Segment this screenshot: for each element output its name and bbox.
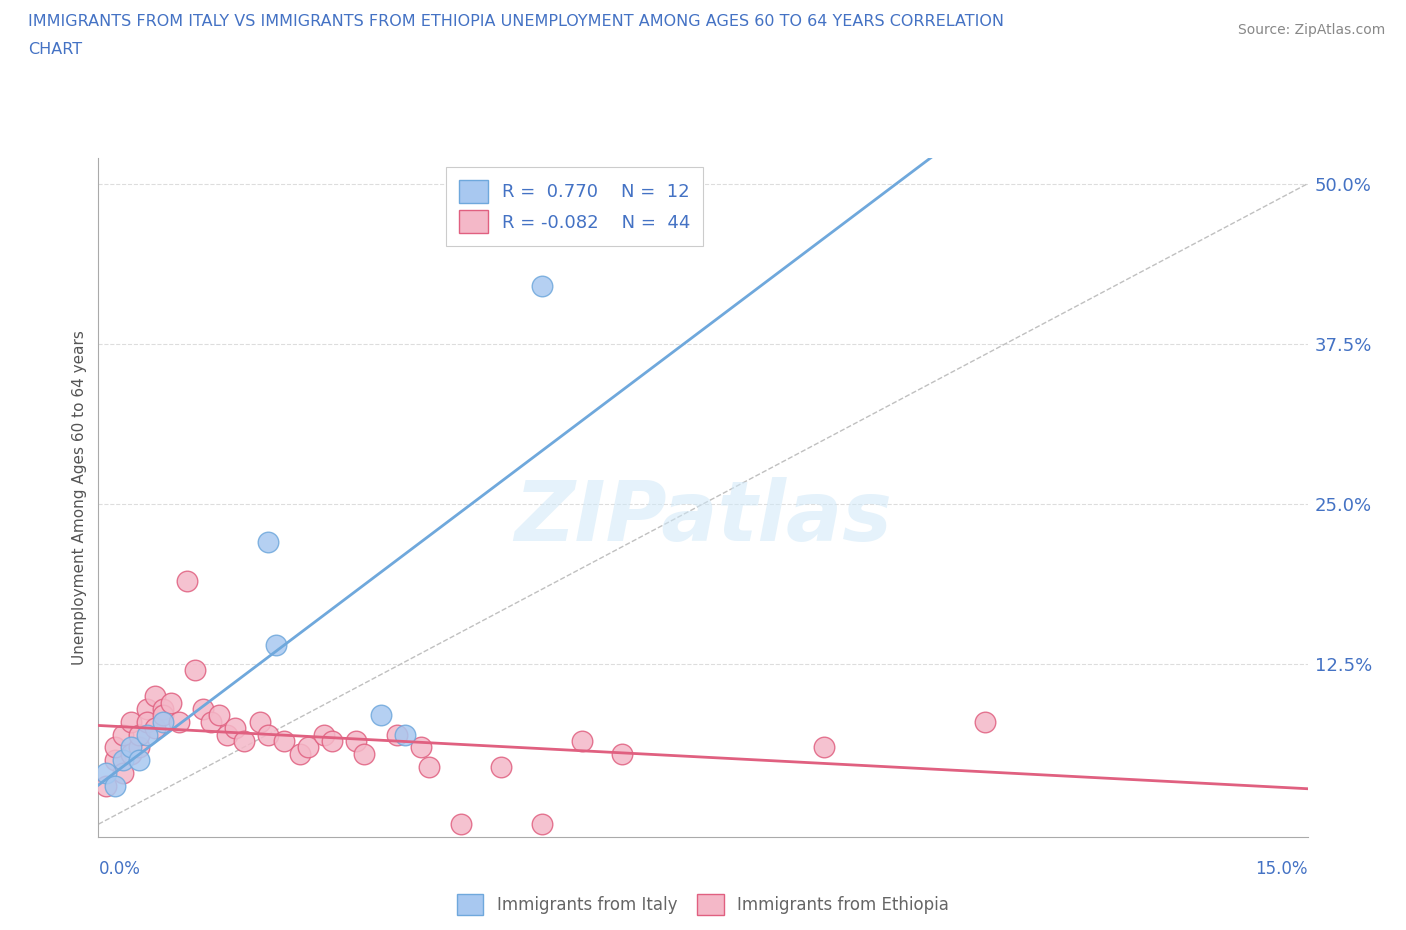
Point [167,714,190,729]
Point [103,778,125,793]
Point [96,765,118,780]
Point [152,714,174,729]
Text: IMMIGRANTS FROM ITALY VS IMMIGRANTS FROM ETHIOPIA UNEMPLOYMENT AMONG AGES 60 TO : IMMIGRANTS FROM ITALY VS IMMIGRANTS FROM… [28,14,1004,29]
Point [143,721,166,736]
Text: CHART: CHART [28,42,82,57]
Point [813,740,835,755]
Point [370,708,392,723]
Point [321,734,343,749]
Point [184,663,207,678]
Y-axis label: Unemployment Among Ages 60 to 64 years: Unemployment Among Ages 60 to 64 years [72,330,87,665]
Point [103,752,125,767]
Point [450,817,472,831]
Point [152,701,174,716]
Point [288,746,311,761]
Point [344,734,367,749]
Point [217,727,239,742]
Point [571,734,593,749]
Point [264,637,287,652]
Point [385,727,408,742]
Text: 0.0%: 0.0% [98,860,141,878]
Point [530,279,553,294]
Point [418,759,440,774]
Point [256,727,278,742]
Point [135,714,157,729]
Text: 15.0%: 15.0% [1256,860,1308,878]
Legend: Immigrants from Italy, Immigrants from Ethiopia: Immigrants from Italy, Immigrants from E… [449,885,957,923]
Point [96,778,118,793]
Point [120,714,142,729]
Point [394,727,416,742]
Point [135,727,157,742]
Point [111,765,134,780]
Point [135,701,157,716]
Point [111,727,134,742]
Point [491,759,513,774]
Point [120,746,142,761]
Point [152,708,174,723]
Point [232,734,254,749]
Point [128,727,150,742]
Text: ZIPatlas: ZIPatlas [515,477,891,558]
Point [128,752,150,767]
Point [409,740,432,755]
Point [176,574,198,589]
Point [120,740,142,755]
Point [128,740,150,755]
Point [612,746,634,761]
Point [974,714,997,729]
Point [314,727,336,742]
Point [160,695,183,710]
Point [103,740,125,755]
Point [256,535,278,550]
Text: Source: ZipAtlas.com: Source: ZipAtlas.com [1237,23,1385,37]
Point [111,752,134,767]
Point [530,817,553,831]
Point [143,688,166,703]
Point [273,734,295,749]
Point [208,708,231,723]
Point [249,714,271,729]
Point [297,740,319,755]
Point [200,714,222,729]
Point [224,721,246,736]
Point [193,701,215,716]
Point [353,746,375,761]
